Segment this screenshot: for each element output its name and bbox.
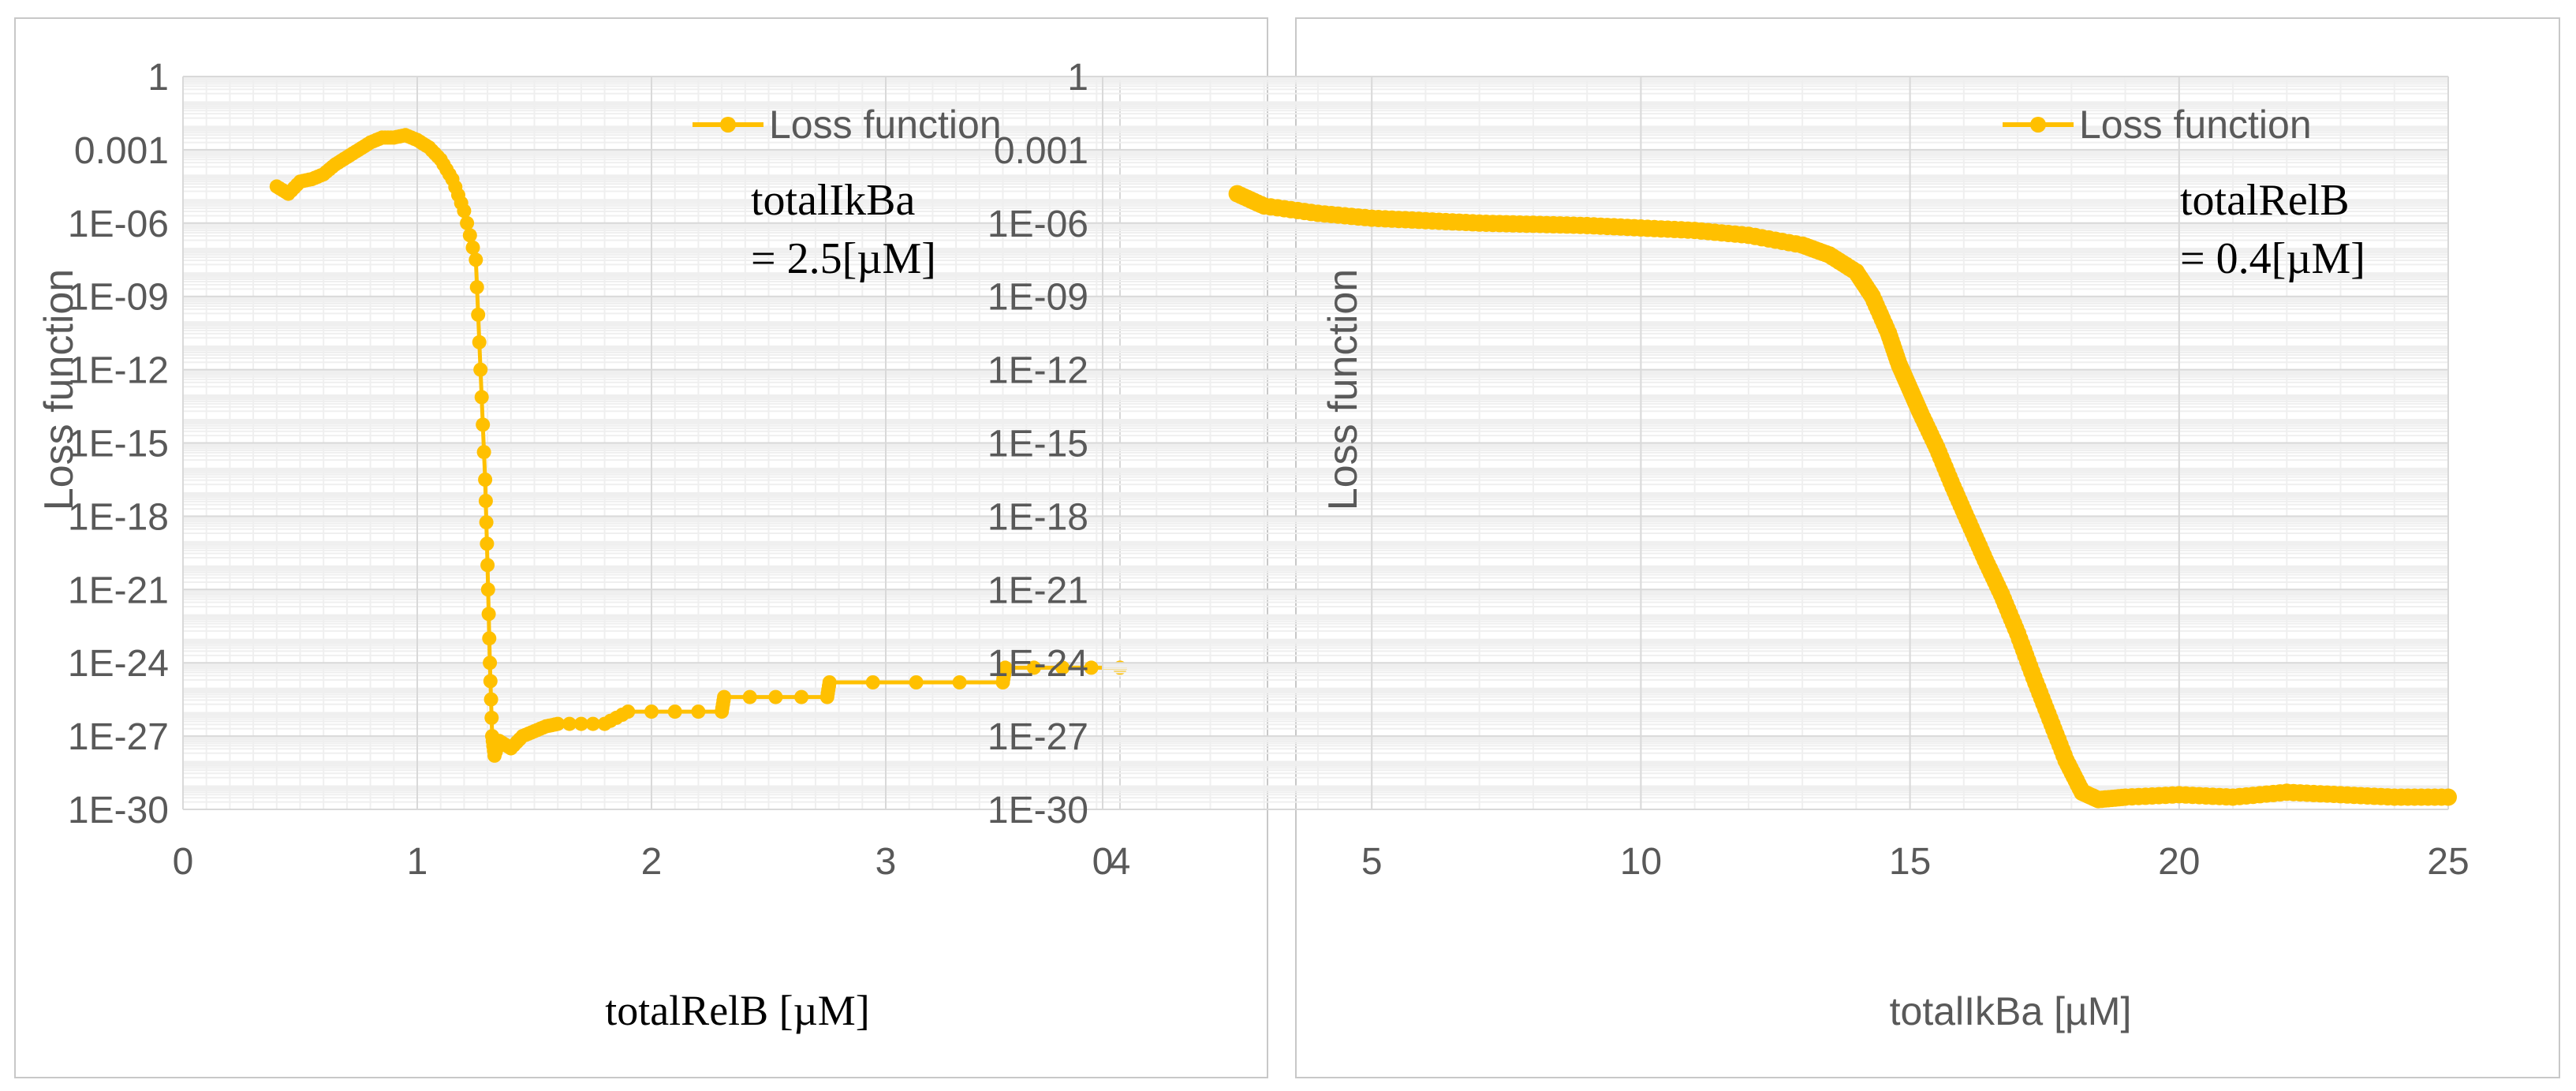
- data-point: [473, 362, 488, 377]
- chart-panel-left: 1 0.001 1E-06 1E-09 1E-12 1E-15 1E-18 1E-21 1E-2…: [14, 17, 1268, 1078]
- data-point: [483, 692, 498, 707]
- y-tick-label: 1E-21: [68, 570, 169, 611]
- x-tick-label: 4: [1110, 841, 1131, 883]
- data-point: [457, 204, 472, 219]
- x-axis-label: totalIkBa [µM]: [1890, 989, 2132, 1033]
- data-point: [469, 252, 483, 267]
- data-point: [865, 675, 880, 689]
- x-tick-label: 1: [407, 841, 428, 883]
- data-point: [480, 536, 495, 551]
- data-point: [482, 631, 497, 646]
- data-point: [480, 558, 495, 573]
- data-point: [667, 704, 682, 719]
- data-point: [1055, 660, 1070, 675]
- data-point: [691, 704, 706, 719]
- data-point: [585, 716, 600, 731]
- data-point: [483, 674, 498, 689]
- data-point: [1026, 660, 1041, 675]
- data-point: [768, 689, 783, 704]
- chart-panel-right: 1 0.001 1E-06 1E-09 1E-12 1E-15 1E-18 1E-21 1E-2…: [987, 17, 2560, 1078]
- y-tick-label: 1E-24: [987, 643, 1088, 685]
- annotation-line-1: totalIkBa: [751, 176, 916, 225]
- y-tick-label: 1E-15: [987, 424, 1088, 465]
- data-point: [573, 716, 588, 731]
- y-tick-label: 1E-18: [68, 496, 169, 538]
- data-point: [462, 228, 477, 243]
- y-tick-label: 0.001: [74, 130, 169, 172]
- data-point: [484, 710, 499, 725]
- y-tick-label: 1E-09: [68, 277, 169, 319]
- legend-marker: [720, 117, 736, 133]
- data-point: [998, 660, 1013, 675]
- y-tick-label: 1E-06: [68, 204, 169, 245]
- y-tick-label: 1E-21: [987, 570, 1088, 611]
- data-point: [483, 656, 498, 671]
- data-point: [562, 716, 577, 731]
- y-tick-label: 1E-27: [987, 716, 1088, 758]
- x-tick-label: 3: [875, 841, 897, 883]
- y-tick-label: 1E-06: [987, 204, 1088, 245]
- x-tick-label: 15: [1889, 841, 1931, 883]
- y-tick-label: 1E-15: [68, 424, 169, 465]
- y-tick-label: 0.001: [994, 130, 1088, 172]
- y-tick-label: 1E-12: [68, 350, 169, 392]
- y-tick-label: 1E-09: [987, 277, 1088, 319]
- y-tick-label: 1: [1067, 57, 1088, 99]
- y-axis-label: Loss function: [36, 269, 82, 510]
- x-axis-label: totalRelB [µM]: [605, 987, 870, 1034]
- y-tick-label: 1: [147, 57, 169, 99]
- annotation-line-2: = 2.5[µM]: [751, 234, 936, 283]
- annotation-line-1: totalRelB: [2180, 176, 2350, 225]
- data-point: [909, 675, 924, 689]
- chart-right-svg: 1 0.001 1E-06 1E-09 1E-12 1E-15 1E-18 1E-21 1E-2…: [987, 57, 2470, 1033]
- x-tick-label: 2: [641, 841, 663, 883]
- data-point: [478, 473, 493, 487]
- data-point: [644, 704, 659, 719]
- x-tick-label: 25: [2427, 841, 2469, 883]
- data-point: [1084, 660, 1099, 675]
- data-point: [822, 675, 837, 689]
- legend: Loss function: [693, 103, 1002, 147]
- y-tick-label: 1E-18: [987, 496, 1088, 538]
- legend: Loss function: [2003, 103, 2312, 147]
- x-tick-label: 0: [173, 841, 194, 883]
- data-point: [551, 716, 566, 731]
- y-tick-label: 1E-12: [987, 350, 1088, 392]
- data-point: [621, 704, 636, 719]
- data-point: [465, 240, 480, 255]
- y-axis-label: Loss function: [1320, 269, 1366, 510]
- data-point: [717, 689, 732, 704]
- legend-label: Loss function: [2079, 103, 2312, 147]
- y-tick-label: 1E-27: [68, 716, 169, 758]
- chart-left-svg: 1 0.001 1E-06 1E-09 1E-12 1E-15 1E-18 1E-21 1E-2…: [36, 57, 1131, 1034]
- legend-label: Loss function: [769, 103, 1002, 147]
- y-tick-label: 1E-30: [68, 790, 169, 831]
- data-point: [480, 582, 495, 597]
- data-point: [469, 280, 484, 295]
- data-point: [2440, 788, 2457, 806]
- data-point: [476, 445, 491, 460]
- data-point: [479, 515, 494, 530]
- data-point: [472, 334, 487, 349]
- data-point: [481, 607, 496, 622]
- legend-marker: [2030, 117, 2046, 133]
- data-point: [742, 689, 757, 704]
- data-point: [794, 689, 809, 704]
- data-point: [471, 307, 486, 322]
- data-point: [460, 215, 475, 230]
- x-tick-label: 20: [2158, 841, 2200, 883]
- data-point: [478, 494, 493, 508]
- data-point: [952, 675, 967, 689]
- x-tick-label: 5: [1361, 841, 1383, 883]
- data-point: [474, 390, 489, 405]
- x-tick-label: 0: [1092, 841, 1114, 883]
- annotation-line-2: = 0.4[µM]: [2180, 234, 2365, 283]
- y-tick-label: 1E-24: [68, 643, 169, 685]
- data-point: [476, 417, 491, 432]
- x-tick-label: 10: [1620, 841, 1662, 883]
- y-tick-label: 1E-30: [987, 790, 1088, 831]
